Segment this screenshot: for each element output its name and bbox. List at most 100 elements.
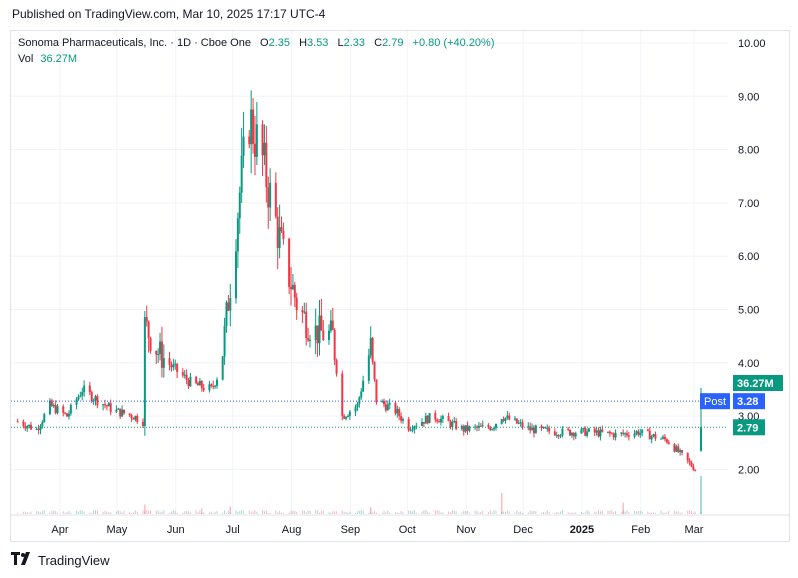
volume-bar: [62, 511, 64, 514]
candle-body: [28, 424, 31, 427]
candle-body: [88, 385, 91, 393]
volume-bar: [309, 510, 311, 514]
volume-bar: [237, 511, 239, 514]
volume-bar: [108, 512, 110, 514]
candle-body: [168, 358, 171, 365]
candle-body: [225, 302, 228, 326]
candle-body: [373, 361, 376, 380]
volume-bar: [410, 510, 412, 514]
volume-bar: [647, 511, 649, 514]
close-price-badge: [733, 419, 765, 436]
volume-bar: [142, 510, 144, 514]
volume-bar: [322, 510, 324, 514]
volume-bar: [516, 510, 518, 514]
volume-bar: [601, 510, 603, 514]
candle-body: [22, 421, 25, 427]
high-label: H: [299, 37, 308, 49]
volume-bar: [81, 510, 83, 514]
volume-bar: [691, 511, 693, 514]
candle-body: [474, 426, 477, 428]
volume-bar: [22, 511, 24, 514]
candle-body: [354, 407, 357, 412]
volume-bar: [584, 512, 586, 514]
candle-body: [200, 381, 203, 389]
candle-body: [557, 435, 560, 437]
footer-brand: TradingView: [11, 552, 110, 568]
volume-spike: [501, 493, 503, 514]
volume-bar: [184, 511, 186, 514]
candle-body: [529, 426, 532, 431]
candle-body: [41, 422, 44, 427]
candle-body: [646, 429, 649, 431]
volume-bar: [529, 510, 531, 514]
candle-body: [157, 354, 160, 356]
candle-body: [690, 462, 693, 467]
volume-bar: [197, 512, 199, 514]
volume-bar: [172, 510, 174, 514]
volume-bar: [639, 510, 641, 514]
candle-body: [424, 415, 427, 424]
candle-body: [599, 429, 602, 437]
volume-bar: [307, 510, 309, 514]
volume-bar: [275, 510, 277, 514]
candle-body: [633, 433, 636, 437]
candle-body: [24, 426, 27, 429]
x-tick-label: Dec: [513, 524, 533, 536]
candlesticks: [16, 90, 702, 472]
volume-bar: [83, 511, 85, 514]
volume-bar: [110, 512, 112, 514]
volume-bar: [692, 512, 694, 514]
volume-bar: [389, 512, 391, 514]
candle-body: [69, 404, 72, 414]
candle-body: [420, 421, 423, 426]
low-value: 2.33: [343, 37, 366, 49]
candle-body: [360, 391, 363, 398]
candle-body: [595, 430, 598, 433]
volume-bar: [370, 511, 372, 514]
candle-body: [274, 182, 277, 217]
volume-bar: [336, 511, 338, 514]
volume-bar: [429, 512, 431, 514]
volume-bar: [468, 512, 470, 514]
candle-body: [64, 412, 67, 414]
y-tick-label: 9.00: [738, 91, 759, 103]
volume-label: Vol: [18, 53, 34, 65]
candle-body: [303, 311, 306, 313]
volume-bar: [611, 510, 613, 514]
x-tick-label: May: [107, 524, 128, 536]
volume-bar: [235, 510, 237, 514]
candle-body: [155, 350, 158, 355]
candle-body: [574, 433, 577, 437]
candle-body: [561, 428, 564, 436]
candle-body: [679, 450, 682, 452]
candle-body: [141, 421, 144, 426]
volume-bar: [358, 510, 360, 514]
volume-bar: [267, 512, 269, 514]
candle-body: [96, 396, 99, 406]
candle-body: [639, 432, 642, 435]
volume-bar: [383, 510, 385, 514]
volume-bar: [123, 510, 125, 514]
candle-body: [301, 310, 304, 313]
candle-body: [62, 406, 65, 413]
volume-bar: [455, 511, 457, 514]
close-label: C: [374, 37, 383, 49]
volume-spike: [201, 508, 203, 514]
candle-body: [620, 432, 623, 434]
candle-body: [519, 422, 522, 424]
candle-body: [677, 446, 680, 452]
candle-body: [508, 415, 511, 420]
volume-bar: [115, 511, 117, 514]
volume-bar: [463, 510, 465, 514]
chart-legend: Sonoma Pharmaceuticals, Inc. · 1D · Cboe…: [18, 35, 495, 67]
x-tick-label: Mar: [684, 524, 703, 536]
volume-bar: [609, 510, 611, 514]
candle-body: [635, 431, 638, 434]
candle-body: [234, 251, 237, 299]
volume-bar: [561, 510, 563, 514]
volume-bar: [415, 512, 417, 514]
candle-body: [16, 421, 19, 423]
candle-body: [290, 286, 293, 290]
volume-bar: [560, 511, 562, 514]
